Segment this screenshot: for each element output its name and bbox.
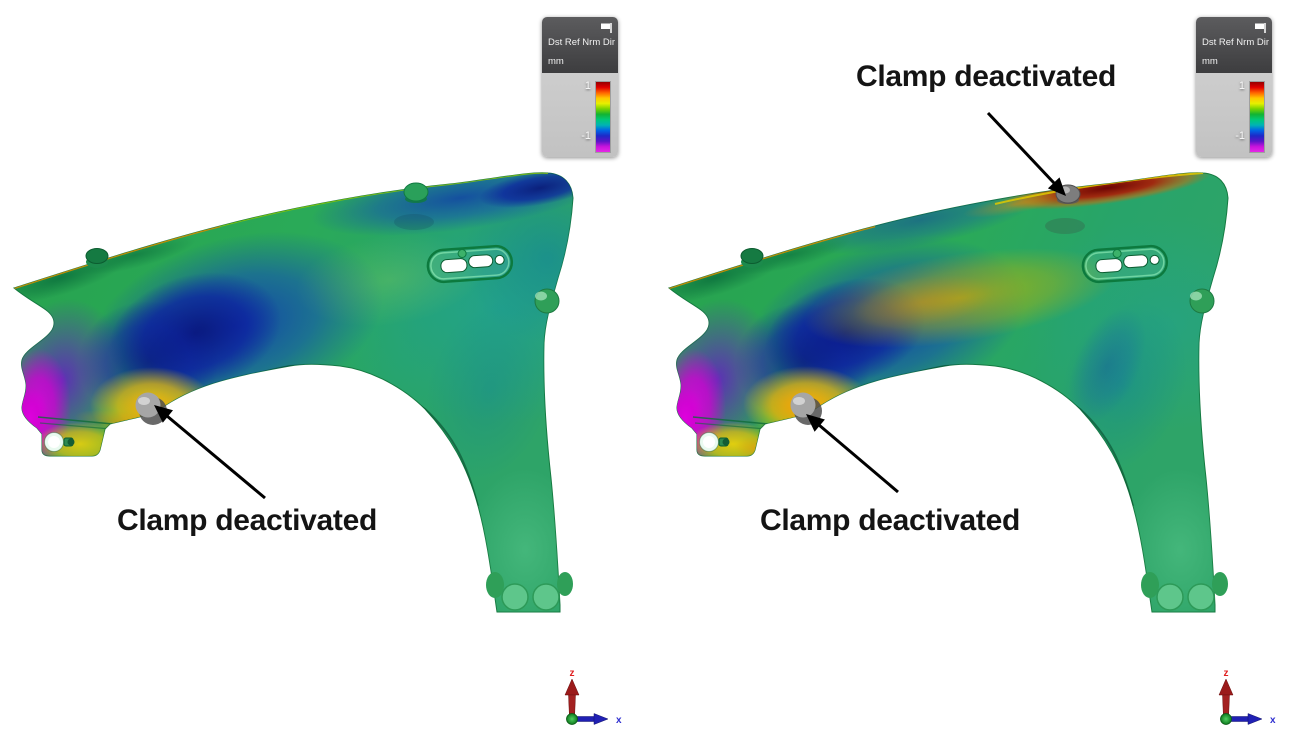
top-clamp-active	[403, 182, 429, 203]
legend-left: Dst Ref Nrm Dir mm 1 -1	[542, 17, 618, 157]
edge-tab	[534, 288, 560, 314]
annotation-clamp-deactivated: Clamp deactivated	[760, 504, 1020, 537]
axis-x-label: x	[1270, 715, 1276, 726]
legend-max-value: 1	[584, 80, 591, 92]
slot-bracket	[426, 244, 514, 284]
viewport-3d-right[interactable]	[655, 158, 1299, 658]
fender-model-left	[13, 172, 574, 613]
axis-z-label: z	[570, 668, 575, 679]
legend-body: 1 -1	[1196, 73, 1272, 157]
legend-right: Dst Ref Nrm Dir mm 1 -1	[1196, 17, 1272, 157]
legend-header: Dst Ref Nrm Dir mm	[542, 17, 618, 73]
axis-z-arrow	[564, 678, 580, 696]
axis-z-arrow	[1218, 678, 1234, 696]
pin-flag-icon[interactable]	[1253, 22, 1267, 34]
pin-flag-icon[interactable]	[599, 22, 613, 34]
legend-colorbar	[1249, 81, 1265, 153]
fender-model-right	[668, 172, 1229, 613]
tab-clamp	[699, 432, 730, 452]
deviation-colormap	[669, 172, 1228, 612]
legend-title: Dst Ref Nrm Dir	[548, 37, 616, 48]
annotation-clamp-deactivated: Clamp deactivated	[117, 504, 377, 537]
axis-origin	[1220, 713, 1232, 725]
axis-z-label: z	[1224, 668, 1229, 679]
foot-bolts	[1141, 572, 1228, 611]
tab-clamp	[44, 432, 75, 452]
foot-bolts	[486, 572, 573, 611]
annotation-clamp-deactivated: Clamp deactivated	[856, 60, 1116, 93]
legend-colorbar	[595, 81, 611, 153]
legend-body: 1 -1	[542, 73, 618, 157]
axis-triad: z x	[564, 668, 622, 726]
legend-min-value: -1	[1235, 130, 1245, 142]
axis-x-label: x	[616, 715, 622, 726]
legend-unit: mm	[548, 56, 564, 67]
slot-bracket	[1081, 244, 1169, 284]
axis-origin	[566, 713, 578, 725]
legend-min-value: -1	[581, 130, 591, 142]
annotation-arrow	[154, 405, 266, 500]
annotation-arrow	[806, 414, 899, 494]
top-pin	[85, 248, 109, 268]
viewport-3d-left[interactable]	[0, 158, 645, 658]
axis-x-arrow	[1247, 713, 1263, 725]
axis-x-arrow	[593, 713, 609, 725]
axis-triad: z x	[1218, 668, 1276, 726]
top-pin	[740, 248, 764, 268]
legend-max-value: 1	[1238, 80, 1245, 92]
legend-unit: mm	[1202, 56, 1218, 67]
legend-header: Dst Ref Nrm Dir mm	[1196, 17, 1272, 73]
edge-tab	[1189, 288, 1215, 314]
legend-title: Dst Ref Nrm Dir	[1202, 37, 1270, 48]
bottom-clamp-deactivated	[790, 392, 822, 425]
bottom-clamp-deactivated	[135, 392, 167, 425]
annotation-arrow	[986, 111, 1066, 196]
